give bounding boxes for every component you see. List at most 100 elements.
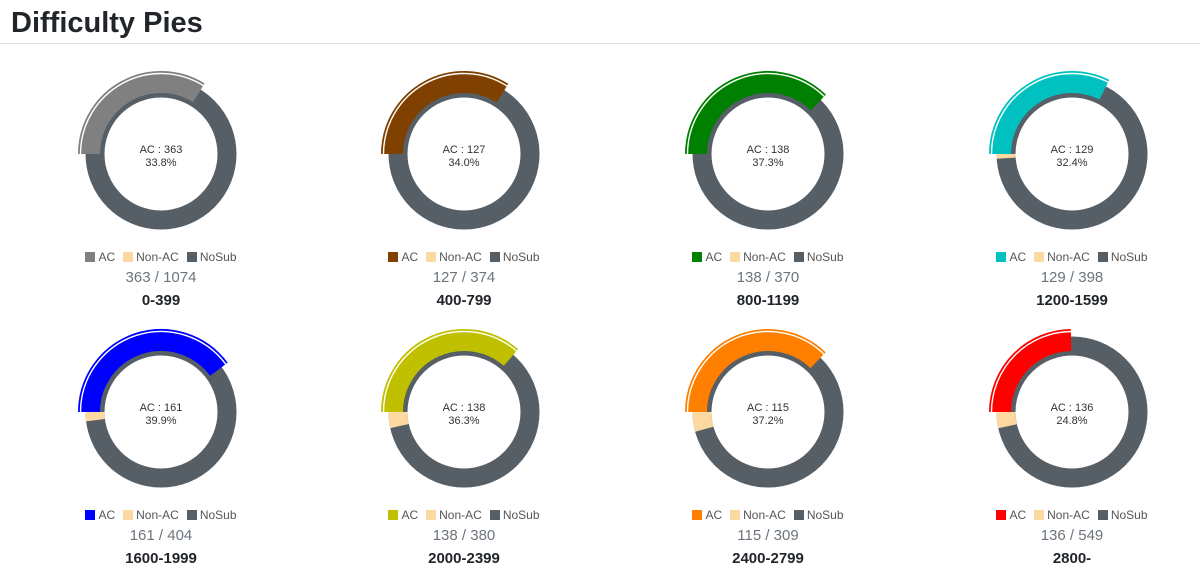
pie-legend: AC Non-AC NoSub [314, 506, 614, 524]
legend-label: AC [98, 508, 116, 522]
legend-item-nosub[interactable]: NoSub [793, 508, 844, 522]
difficulty-pie-card: AC : 127 34.0% AC Non-AC NoSub 127 / 374 400-7… [314, 50, 614, 310]
ac-total-counts: 115 / 309 [737, 527, 799, 544]
ac-total-counts: 363 / 1074 [125, 269, 197, 286]
legend-item-ac[interactable]: AC [85, 508, 115, 522]
legend-item-nosub[interactable]: NoSub [1097, 250, 1148, 264]
ac-slice-highlight [686, 330, 825, 413]
center-percent-label: 34.0% [448, 157, 479, 169]
ac-total-counts: 138 / 380 [432, 527, 496, 544]
legend-item-ac[interactable]: AC [692, 508, 722, 522]
difficulty-range-label: 2400-2799 [732, 550, 804, 567]
center-ac-label: AC : 161 [140, 402, 183, 414]
legend-item-ac[interactable]: AC [85, 250, 115, 264]
legend-swatch [730, 510, 741, 520]
legend-swatch [388, 510, 399, 520]
legend-item-non-ac[interactable]: Non-AC [1034, 508, 1090, 522]
legend-item-nosub[interactable]: NoSub [793, 250, 844, 264]
center-percent-label: 36.3% [448, 415, 479, 427]
legend-item-non-ac[interactable]: Non-AC [123, 508, 179, 522]
legend-label: NoSub [806, 250, 844, 264]
legend-item-nosub[interactable]: NoSub [489, 250, 540, 264]
legend-item-non-ac[interactable]: Non-AC [730, 250, 786, 264]
legend-label: AC [98, 250, 116, 264]
legend-label: NoSub [199, 508, 237, 522]
legend-item-non-ac[interactable]: Non-AC [426, 250, 482, 264]
legend-swatch [996, 510, 1007, 520]
ac-slice[interactable] [994, 76, 1108, 155]
ac-slice[interactable] [690, 334, 823, 413]
center-ac-label: AC : 115 [747, 402, 789, 414]
ac-slice-highlight [990, 330, 1071, 413]
legend-item-ac[interactable]: AC [388, 250, 418, 264]
legend-swatch [1034, 510, 1045, 520]
legend-swatch [388, 252, 399, 262]
ac-slice[interactable] [83, 76, 202, 155]
legend-label: NoSub [806, 508, 844, 522]
legend-label: NoSub [502, 508, 540, 522]
pie-legend: AC Non-AC NoSub [922, 248, 1200, 266]
non-ac-slice[interactable] [388, 411, 409, 429]
legend-swatch [186, 252, 197, 262]
difficulty-pie-card: AC : 136 24.8% AC Non-AC NoSub 136 / 549 2800- [922, 308, 1200, 568]
legend-swatch [426, 252, 437, 262]
ac-slice[interactable] [386, 76, 506, 155]
legend-item-ac[interactable]: AC [996, 508, 1026, 522]
legend-item-ac[interactable]: AC [692, 250, 722, 264]
legend-label: AC [705, 250, 723, 264]
legend-swatch [85, 510, 96, 520]
legend-swatch [1097, 252, 1108, 262]
legend-label: AC [401, 250, 419, 264]
ac-slice[interactable] [386, 334, 515, 413]
legend-item-nosub[interactable]: NoSub [186, 250, 237, 264]
difficulty-range-label: 0-399 [141, 292, 181, 309]
legend-label: AC [705, 508, 723, 522]
ac-total-counts: 127 / 374 [432, 269, 496, 286]
legend-label: Non-AC [439, 250, 482, 264]
legend-item-non-ac[interactable]: Non-AC [730, 508, 786, 522]
legend-item-nosub[interactable]: NoSub [1097, 508, 1148, 522]
pie-legend: AC Non-AC NoSub [922, 506, 1200, 524]
legend-item-nosub[interactable]: NoSub [186, 508, 237, 522]
center-ac-label: AC : 363 [140, 144, 183, 156]
center-ac-label: AC : 129 [1051, 144, 1094, 156]
legend-item-non-ac[interactable]: Non-AC [123, 250, 179, 264]
legend-swatch [793, 510, 804, 520]
legend-item-nosub[interactable]: NoSub [489, 508, 540, 522]
non-ac-slice[interactable] [996, 411, 1017, 429]
legend-label: AC [401, 508, 419, 522]
difficulty-pie-card: AC : 138 36.3% AC Non-AC NoSub 138 / 380 2000-… [314, 308, 614, 568]
legend-swatch [1097, 510, 1108, 520]
ac-slice-highlight [79, 330, 227, 413]
legend-label: NoSub [1110, 250, 1148, 264]
pie-legend: AC Non-AC NoSub [314, 248, 614, 266]
legend-swatch [186, 510, 197, 520]
ac-slice-highlight [990, 72, 1109, 155]
difficulty-pie-card: AC : 115 37.2% AC Non-AC NoSub 115 / 309 2400-… [618, 308, 918, 568]
legend-item-ac[interactable]: AC [996, 250, 1026, 264]
difficulty-pie-card: AC : 363 33.8% AC Non-AC NoSub 363 / 1074 0-39… [11, 50, 311, 310]
legend-label: Non-AC [1047, 250, 1090, 264]
legend-swatch [1034, 252, 1045, 262]
ac-slice[interactable] [690, 76, 823, 155]
legend-swatch [793, 252, 804, 262]
pie-legend: AC Non-AC NoSub [618, 506, 918, 524]
center-ac-label: AC : 138 [747, 144, 790, 156]
legend-item-non-ac[interactable]: Non-AC [426, 508, 482, 522]
non-ac-slice[interactable] [692, 411, 714, 432]
pie-legend: AC Non-AC NoSub [11, 248, 311, 266]
non-ac-slice[interactable] [85, 411, 105, 422]
ac-slice[interactable] [994, 334, 1072, 413]
center-percent-label: 37.2% [752, 415, 783, 427]
center-percent-label: 33.8% [145, 157, 176, 169]
ac-slice[interactable] [83, 334, 224, 413]
legend-label: Non-AC [439, 508, 482, 522]
legend-item-non-ac[interactable]: Non-AC [1034, 250, 1090, 264]
difficulty-range-label: 2800- [1052, 550, 1092, 567]
legend-item-ac[interactable]: AC [388, 508, 418, 522]
ac-slice-highlight [382, 72, 508, 155]
